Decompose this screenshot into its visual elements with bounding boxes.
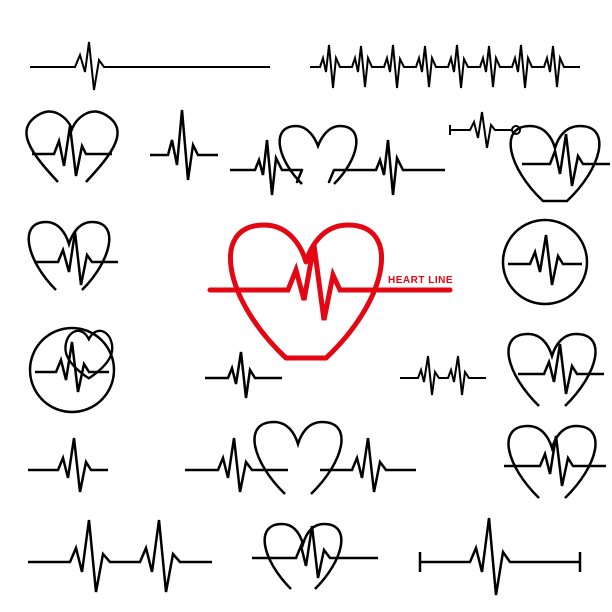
ecg-single-spike-1 (150, 110, 218, 180)
ecg-small-1 (205, 352, 282, 398)
ecg-heart-knot (230, 126, 448, 195)
heart-solid-pulse (511, 126, 610, 201)
heart-red-pulse-center: HEART LINE (210, 225, 453, 358)
ecg-dense-multi (310, 45, 580, 88)
heart-line-label: HEART LINE (388, 275, 453, 286)
ecg-simple-flat (30, 42, 270, 90)
ecg-circle-1 (503, 220, 587, 304)
ecg-heart-open (185, 422, 416, 494)
heart-outline-pulse-1 (26, 112, 135, 182)
heart-outline-pulse-3 (508, 334, 604, 406)
heart-outline-pulse-2 (29, 222, 118, 294)
ecg-caps-wide (420, 518, 580, 595)
ecg-wide-1 (410, 435, 496, 495)
ecg-small-2 (400, 356, 486, 395)
ecg-heart-overlay (252, 524, 378, 589)
heart-outline-pulse-4 (504, 426, 606, 512)
ecg-wide-left (28, 520, 212, 592)
